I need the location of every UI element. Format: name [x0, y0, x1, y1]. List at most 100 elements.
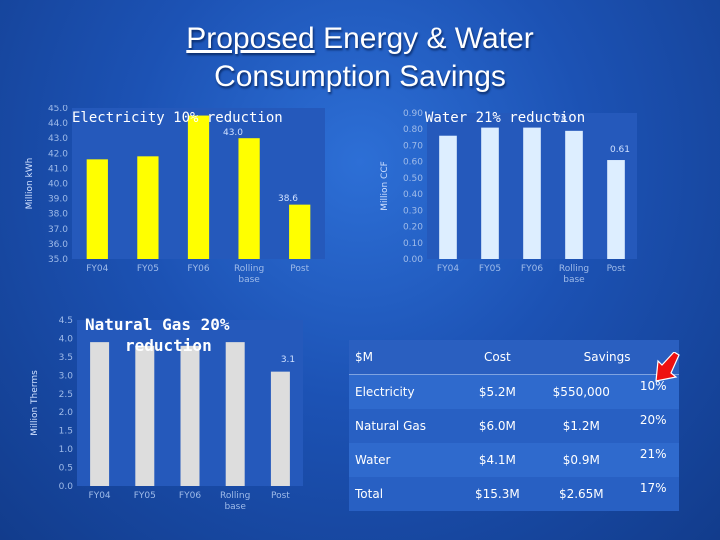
header-savings: Savings: [535, 340, 679, 375]
chart-svg: 0.00 0.10 0.20 0.30 0.40 0.50 0.60 0.70 0.80 0.90…: [380, 109, 637, 285]
y-tick-label: 39.0: [48, 195, 68, 205]
table-row: Electricity $5.2M $550,000 10%: [349, 374, 679, 409]
row-percent: 10%: [627, 374, 679, 409]
y-tick-label: 36.0: [48, 240, 68, 250]
y-tick-label: 37.0: [48, 225, 68, 235]
y-tick-label: 2.5: [59, 390, 73, 400]
data-label: 38.6: [278, 194, 298, 204]
bar: [270, 371, 290, 486]
row-savings: $1.2M: [535, 409, 628, 443]
data-label: 0.61: [610, 145, 630, 155]
y-tick-label: 35.0: [48, 255, 68, 265]
title-underlined-word: Proposed: [186, 22, 315, 55]
row-label: Water: [349, 443, 460, 477]
natural-gas-chart: 0.0 0.5 1.0 1.5 2.0 2.5 3.0 3.5 4.0 4.5 Million Th…: [20, 312, 340, 512]
title-line2: Consumption Savings: [214, 60, 506, 93]
bar: [439, 135, 457, 259]
bar: [187, 115, 210, 259]
y-tick-label: 4.0: [59, 334, 74, 344]
x-tick-label: Rolling base: [234, 264, 264, 285]
bar: [565, 130, 583, 259]
chart-svg: 0.0 0.5 1.0 1.5 2.0 2.5 3.0 3.5 4.0 4.5 Million Th…: [30, 315, 303, 512]
y-tick-label: 43.0: [48, 134, 68, 144]
x-tick-label: FY06: [521, 264, 543, 274]
table-row: Total $15.3M $2.65M 17%: [349, 477, 679, 511]
x-tick-label: Post: [607, 264, 626, 274]
y-tick-label: 0.90: [403, 109, 423, 119]
bar: [238, 138, 260, 259]
chart-title: Water 21% reduction: [425, 110, 585, 126]
electricity-chart: 35.0 36.0 37.0 38.0 39.0 40.0 41.0 42.0 43.0 44.0…: [20, 105, 330, 290]
y-tick-label: 0.50: [403, 174, 423, 184]
bar: [180, 345, 200, 486]
bar: [481, 127, 499, 259]
data-label: 3.1: [281, 355, 295, 365]
y-tick-label: 0.20: [403, 223, 423, 233]
x-tick-label: FY05: [134, 491, 156, 501]
y-axis-label: Million CCF: [380, 161, 390, 211]
bar: [90, 342, 110, 486]
slide-title: Proposed Energy & Water Consumption Savi…: [0, 20, 720, 96]
y-tick-label: 45.0: [48, 105, 68, 114]
y-axis-label: Million kWh: [25, 158, 35, 210]
y-tick-label: 44.0: [48, 119, 68, 129]
x-tick-label: FY06: [187, 264, 209, 274]
x-tick-label: FY04: [437, 264, 459, 274]
table-row: Natural Gas $6.0M $1.2M 20%: [349, 409, 679, 443]
row-cost: $4.1M: [459, 443, 536, 477]
x-tick-label: Post: [290, 264, 309, 274]
y-tick-label: 0.30: [403, 206, 423, 216]
row-cost: $6.0M: [459, 409, 536, 443]
bar: [135, 345, 155, 486]
row-savings: $2.65M: [535, 477, 628, 511]
x-tick-label: FY04: [86, 264, 108, 274]
header-cost: Cost: [459, 340, 536, 375]
y-tick-label: 38.0: [48, 210, 68, 220]
y-tick-label: 40.0: [48, 180, 68, 190]
row-cost: $15.3M: [459, 477, 536, 511]
bar: [86, 159, 108, 259]
y-tick-label: 0.00: [403, 255, 423, 265]
chart-title: Natural Gas 20% reduction: [85, 315, 230, 355]
y-tick-label: 4.5: [59, 316, 73, 326]
chart-title: Electricity 10% reduction: [72, 110, 283, 126]
y-tick-label: 0.40: [403, 190, 423, 200]
y-tick-label: 0.5: [59, 464, 73, 474]
y-tick-label: 1.0: [59, 445, 74, 455]
y-tick-label: 0.0: [59, 482, 74, 492]
arrow-down-left-icon: [655, 352, 680, 382]
y-tick-label: 0.10: [403, 239, 423, 249]
x-tick-label: Post: [271, 491, 290, 501]
water-chart: 0.00 0.10 0.20 0.30 0.40 0.50 0.60 0.70 0.80 0.90…: [375, 105, 660, 290]
x-tick-label: FY04: [89, 491, 111, 501]
row-percent: 21%: [627, 443, 679, 477]
x-tick-label: Rolling base: [559, 264, 589, 285]
y-tick-label: 2.0: [59, 408, 74, 418]
bar: [289, 204, 311, 259]
y-tick-label: 0.80: [403, 125, 423, 135]
header-unit: $M: [349, 340, 460, 375]
x-tick-label: FY06: [179, 491, 201, 501]
y-tick-label: 3.5: [59, 353, 73, 363]
y-tick-label: 42.0: [48, 149, 68, 159]
y-tick-label: 0.60: [403, 158, 423, 168]
chart-svg: 35.0 36.0 37.0 38.0 39.0 40.0 41.0 42.0 43.0 44.0…: [25, 105, 325, 285]
y-tick-label: 3.0: [59, 371, 74, 381]
x-tick-label: FY05: [479, 264, 501, 274]
row-cost: $5.2M: [459, 374, 536, 409]
table-header-row: $M Cost Savings: [349, 340, 679, 375]
row-label: Electricity: [349, 374, 460, 409]
title-rest: Energy & Water: [314, 22, 534, 55]
y-tick-label: 1.5: [59, 427, 73, 437]
bar: [523, 127, 541, 259]
row-percent: 17%: [627, 477, 679, 511]
row-savings: $550,000: [535, 374, 628, 409]
x-tick-label: FY05: [137, 264, 159, 274]
y-axis-label: Million Therms: [30, 370, 40, 436]
data-label: 43.0: [223, 128, 243, 138]
row-label: Total: [349, 477, 460, 511]
y-tick-label: 0.70: [403, 141, 423, 151]
table-row: Water $4.1M $0.9M 21%: [349, 443, 679, 477]
x-tick-label: Rolling base: [220, 491, 250, 512]
row-label: Natural Gas: [349, 409, 460, 443]
